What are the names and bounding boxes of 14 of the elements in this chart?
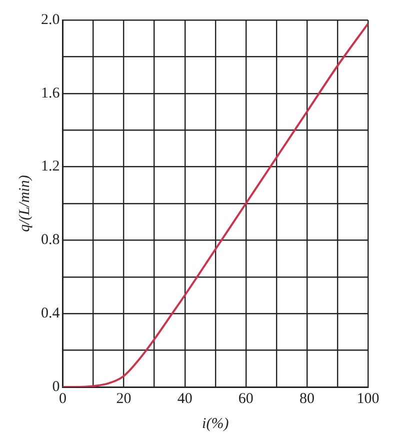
x-tick-label: 60 [238, 390, 254, 407]
y-tick-label: 0 [52, 378, 60, 395]
y-tick-label: 1.2 [41, 158, 60, 175]
line-series [62, 22, 368, 387]
y-tick-label: 2.0 [41, 12, 60, 28]
x-tick-label: 100 [356, 390, 380, 407]
x-tick-label: 80 [299, 390, 314, 407]
y-axis-title: q/(L/min) [16, 175, 33, 232]
x-tick-label: 40 [177, 390, 192, 407]
x-axis-title: i(%) [202, 416, 229, 432]
y-tick-label: 0.4 [41, 306, 60, 322]
x-tick-label: 20 [116, 390, 132, 407]
y-tick-label: 0.8 [41, 232, 60, 248]
y-tick-label: 1.6 [41, 85, 60, 102]
